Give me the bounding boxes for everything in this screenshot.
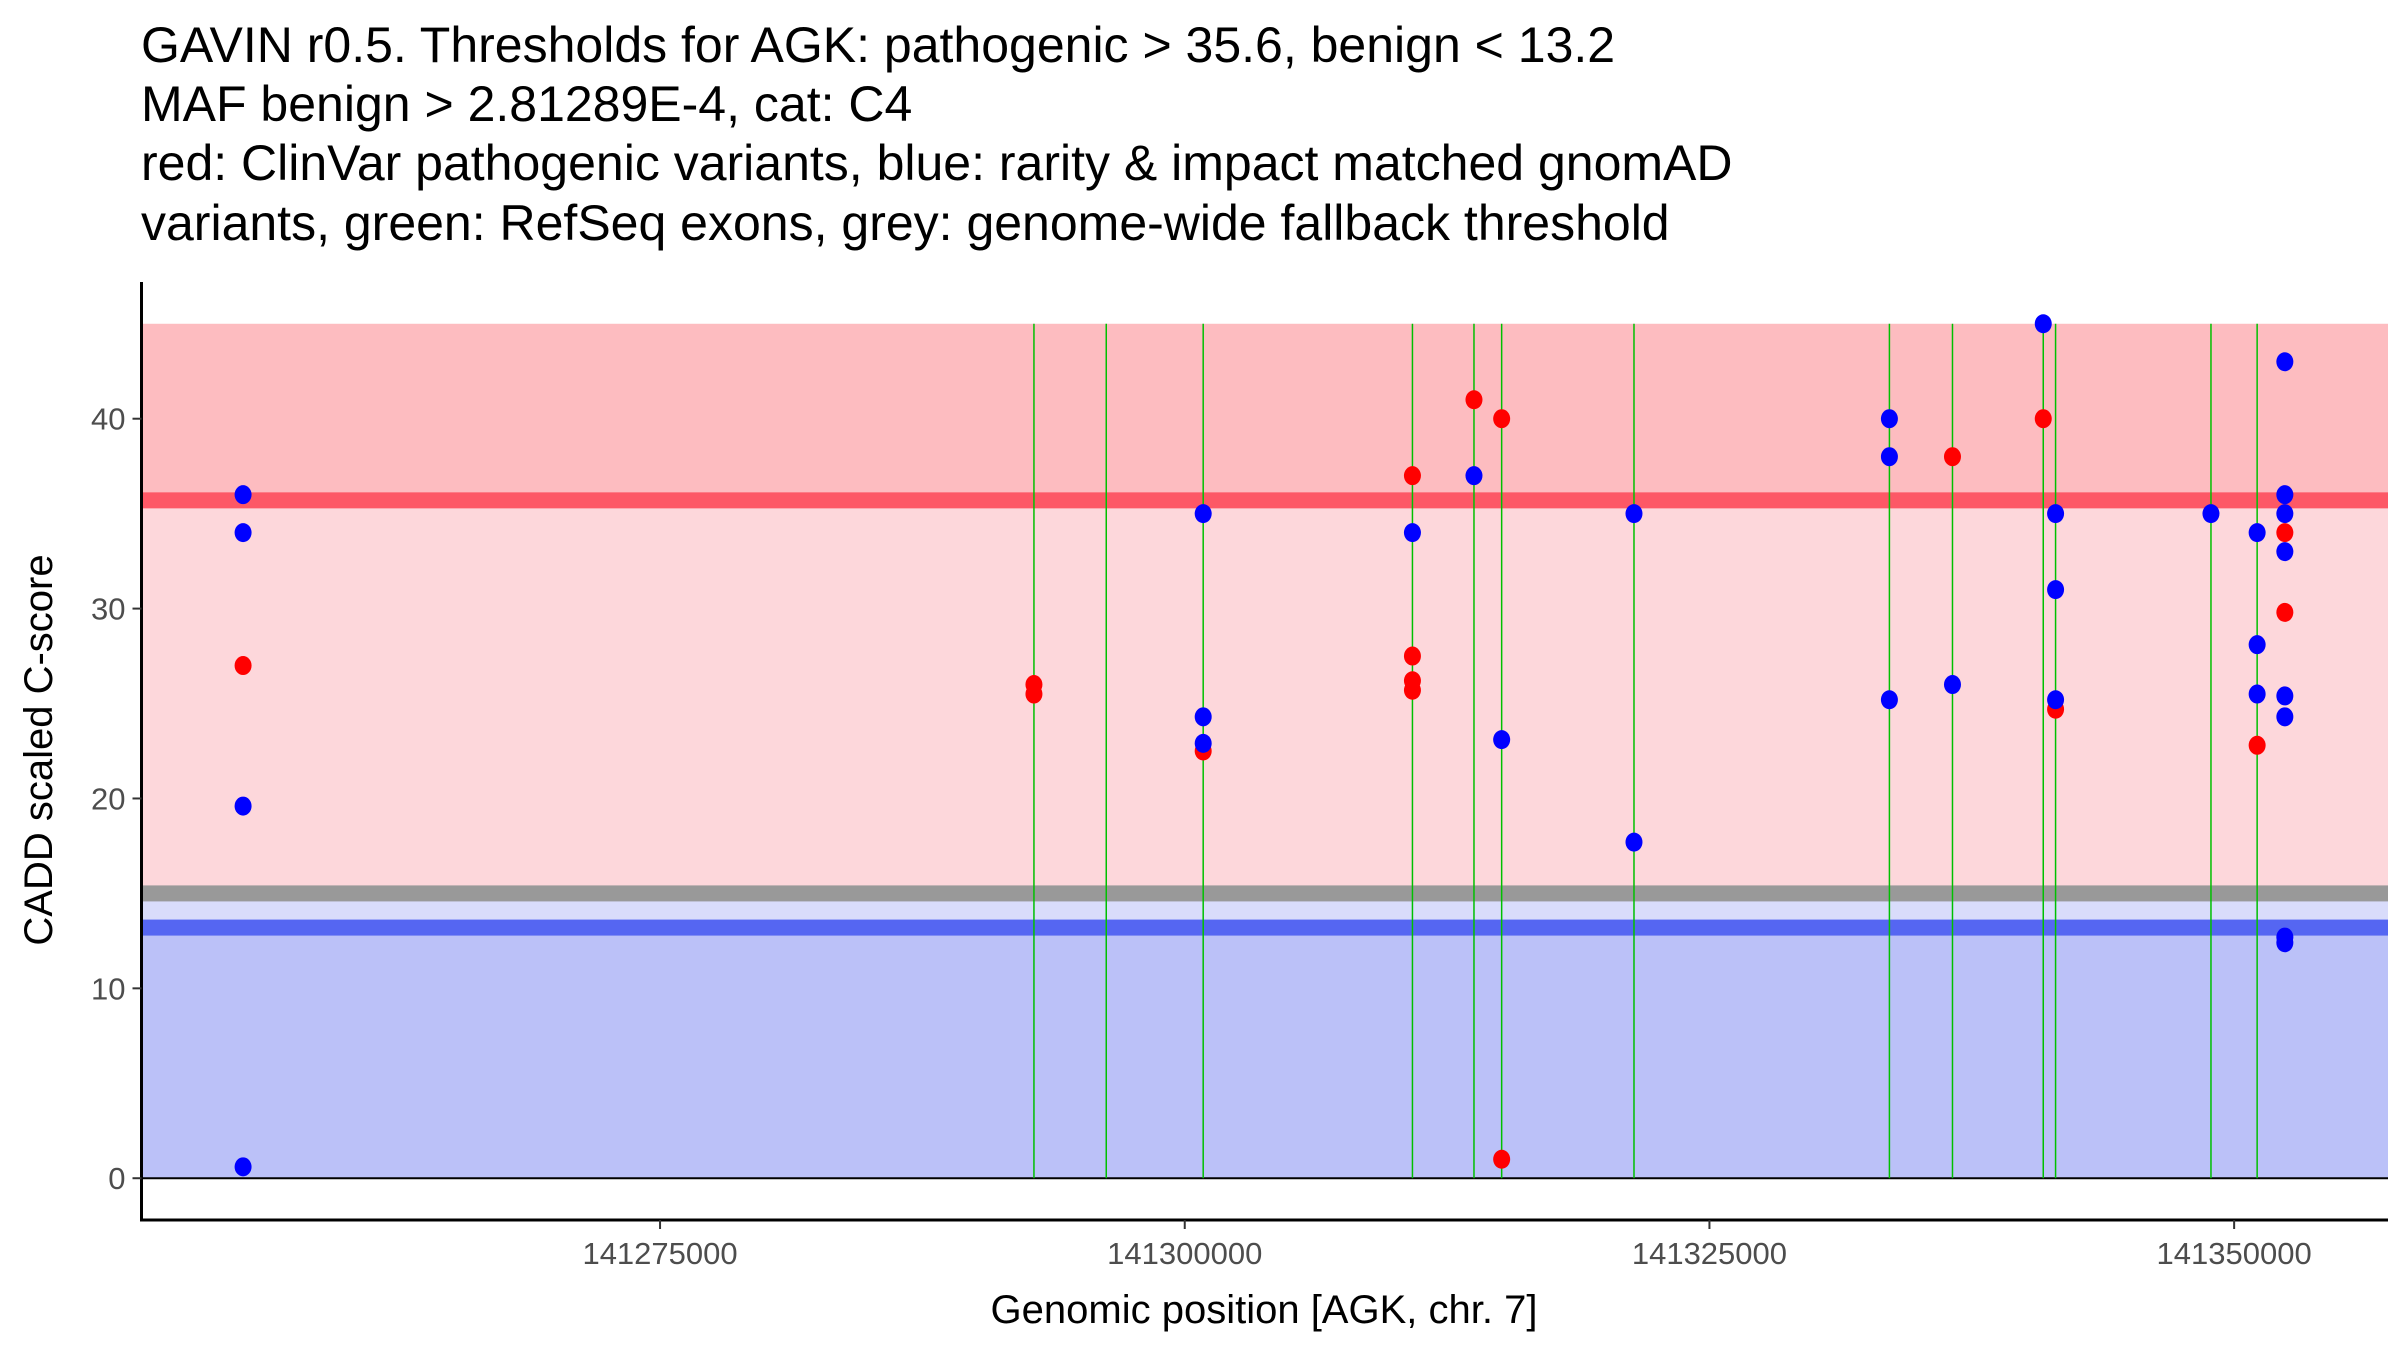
gnomad-point [1880,447,1898,467]
pathogenic-threshold-line [141,492,2388,509]
benign-region [141,927,2388,1179]
y-tick-label: 0 [108,1161,125,1196]
gnomad-point [234,796,252,816]
gnomad-point [2047,580,2065,600]
x-tick-label: 141350000 [2157,1236,2312,1271]
pathogenic-region [141,323,2388,503]
threshold-regions [141,323,2388,1180]
clinvar-point [1025,684,1043,704]
gnomad-point [2276,933,2294,953]
gnomad-point [2276,352,2294,372]
clinvar-point [1403,680,1421,700]
gnomad-point [1625,504,1643,524]
gnomad-point [1403,523,1421,543]
title-line-1: GAVIN r0.5. Thresholds for AGK: pathogen… [141,17,1615,73]
clinvar-point [1465,390,1483,410]
gnomad-point [2034,314,2052,334]
x-tick-label: 141275000 [582,1236,737,1271]
gnomad-point [2248,523,2266,543]
x-axis-title: Genomic position [AGK, chr. 7] [991,1288,1538,1332]
title-line-4: variants, green: RefSeq exons, grey: gen… [141,195,1670,251]
gnomad-point [2047,504,2065,524]
gnomad-point [1943,675,1961,695]
y-tick-label: 40 [91,402,125,437]
gnomad-point [1625,832,1643,852]
clinvar-point [1943,447,1961,467]
clinvar-point [1493,409,1511,429]
clinvar-point [1493,1149,1511,1169]
clinvar-point [2276,602,2294,622]
title-line-3: red: ClinVar pathogenic variants, blue: … [141,135,1732,191]
axes: 0 10 20 30 40 141275000 141300000 141325000 1413… [91,282,2388,1271]
gnomad-point [2276,485,2294,505]
gnomad-point [1880,690,1898,710]
gnomad-point [1194,733,1212,753]
x-tick-label: 141300000 [1107,1236,1262,1271]
gnomad-point [2276,707,2294,727]
clinvar-point [1403,466,1421,486]
gnomad-point [234,1157,252,1177]
gnomad-point [2248,684,2266,704]
gnomad-point [1465,466,1483,486]
gnomad-point [1880,409,1898,429]
fallback-threshold-line [141,885,2388,902]
y-tick-label: 20 [91,781,125,816]
data-points [234,314,2294,1177]
clinvar-point [2034,409,2052,429]
y-tick-label: 10 [91,971,125,1006]
clinvar-point [2276,523,2294,543]
y-axis-title: CADD scaled C-score [17,554,61,945]
gnomad-point [234,523,252,543]
benign-threshold-line [141,919,2388,936]
y-tick-label: 30 [91,592,125,627]
gnomad-point [2276,686,2294,706]
clinvar-point [1403,646,1421,666]
gnomad-point [1194,707,1212,727]
clinvar-point [2248,735,2266,755]
gnomad-point [2276,542,2294,562]
intermediate-region [141,502,2388,894]
gnomad-point [1493,730,1511,750]
x-tick-label: 141325000 [1632,1236,1787,1271]
gnomad-point [2248,635,2266,655]
gnomad-point [2276,504,2294,524]
clinvar-point [234,656,252,676]
title-line-2: MAF benign > 2.81289E-4, cat: C4 [141,76,912,132]
gnomad-point [2047,690,2065,710]
chart-title: GAVIN r0.5. Thresholds for AGK: pathogen… [141,17,1732,251]
gnomad-point [234,485,252,505]
gnomad-point [1194,504,1212,524]
gnomad-point [2202,504,2220,524]
